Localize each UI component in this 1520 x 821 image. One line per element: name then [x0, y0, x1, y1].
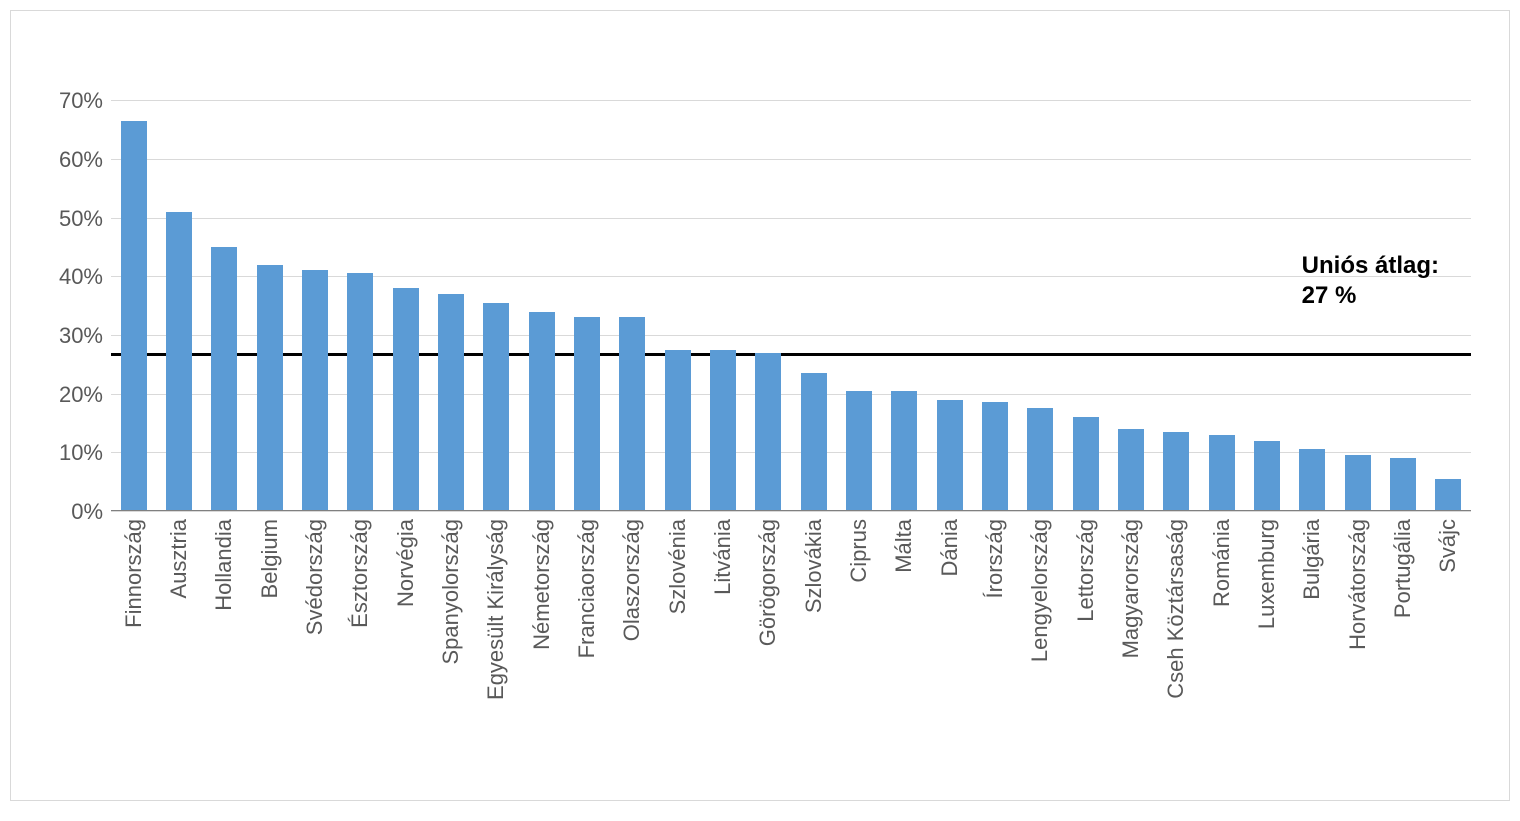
bar: [574, 317, 600, 511]
bar: [937, 400, 963, 511]
x-tick-label: Németország: [529, 519, 555, 650]
bar: [710, 350, 736, 511]
y-tick-label: 60%: [59, 147, 111, 173]
x-tick-label: Észtország: [347, 519, 373, 628]
x-tick-label: Svédország: [302, 519, 328, 635]
bar: [619, 317, 645, 511]
x-tick-label: Luxemburg: [1254, 519, 1280, 629]
bar: [1027, 408, 1053, 511]
bar: [1209, 435, 1235, 511]
x-tick-label: Finnország: [121, 519, 147, 628]
y-tick-label: 10%: [59, 440, 111, 466]
y-gridline: 0%: [111, 511, 1471, 512]
bar: [211, 247, 237, 511]
x-tick-label: Málta: [891, 519, 917, 573]
x-tick-label: Lettország: [1073, 519, 1099, 622]
bar: [982, 402, 1008, 511]
bar: [1435, 479, 1461, 511]
bar: [1345, 455, 1371, 511]
x-tick-label: Litvánia: [710, 519, 736, 595]
chart-frame: 0%10%20%30%40%50%60%70% FinnországAusztr…: [10, 10, 1510, 801]
bar: [1118, 429, 1144, 511]
x-tick-label: Írország: [982, 519, 1008, 598]
bar: [166, 212, 192, 511]
x-tick-label: Görögország: [755, 519, 781, 646]
x-tick-label: Ciprus: [846, 519, 872, 583]
bars-container: [111, 71, 1471, 511]
x-tick-label: Spanyolország: [438, 519, 464, 665]
x-tick-label: Horvátország: [1345, 519, 1371, 650]
bar: [483, 303, 509, 511]
annotation-line2: 27 %: [1302, 281, 1439, 311]
y-tick-label: 0%: [71, 499, 111, 525]
annotation-line1: Uniós átlag:: [1302, 251, 1439, 281]
bar: [438, 294, 464, 511]
x-tick-label: Románia: [1209, 519, 1235, 607]
x-tick-label: Portugália: [1390, 519, 1416, 618]
x-tick-label: Olaszország: [619, 519, 645, 641]
bar: [1163, 432, 1189, 511]
bar: [347, 273, 373, 511]
bar: [1073, 417, 1099, 511]
x-tick-label: Szlovákia: [801, 519, 827, 613]
bar: [846, 391, 872, 511]
y-tick-label: 50%: [59, 206, 111, 232]
bar: [665, 350, 691, 511]
bar: [302, 270, 328, 511]
bar: [891, 391, 917, 511]
y-tick-label: 20%: [59, 382, 111, 408]
eu-average-annotation: Uniós átlag: 27 %: [1302, 251, 1439, 311]
bar: [1299, 449, 1325, 511]
x-tick-label: Hollandia: [211, 519, 237, 611]
x-tick-label: Franciaország: [574, 519, 600, 658]
y-tick-label: 70%: [59, 88, 111, 114]
x-tick-label: Szlovénia: [665, 519, 691, 614]
x-tick-label: Svájc: [1435, 519, 1461, 573]
bar: [1390, 458, 1416, 511]
x-tick-label: Belgium: [257, 519, 283, 598]
x-tick-label: Egyesült Királyság: [483, 519, 509, 700]
y-tick-label: 40%: [59, 264, 111, 290]
bar: [121, 121, 147, 511]
bar: [1254, 441, 1280, 511]
plot-area: 0%10%20%30%40%50%60%70%: [111, 71, 1471, 511]
bar: [257, 265, 283, 511]
y-tick-label: 30%: [59, 323, 111, 349]
x-tick-label: Bulgária: [1299, 519, 1325, 600]
x-tick-label: Dánia: [937, 519, 963, 576]
x-tick-label: Cseh Köztársaság: [1163, 519, 1189, 699]
bar: [801, 373, 827, 511]
x-tick-label: Magyarország: [1118, 519, 1144, 658]
x-tick-label: Lengyelország: [1027, 519, 1053, 662]
bar: [755, 353, 781, 511]
x-tick-label: Ausztria: [166, 519, 192, 598]
bar: [529, 312, 555, 511]
bar: [393, 288, 419, 511]
x-tick-label: Norvégia: [393, 519, 419, 607]
x-axis-baseline: [111, 510, 1471, 511]
